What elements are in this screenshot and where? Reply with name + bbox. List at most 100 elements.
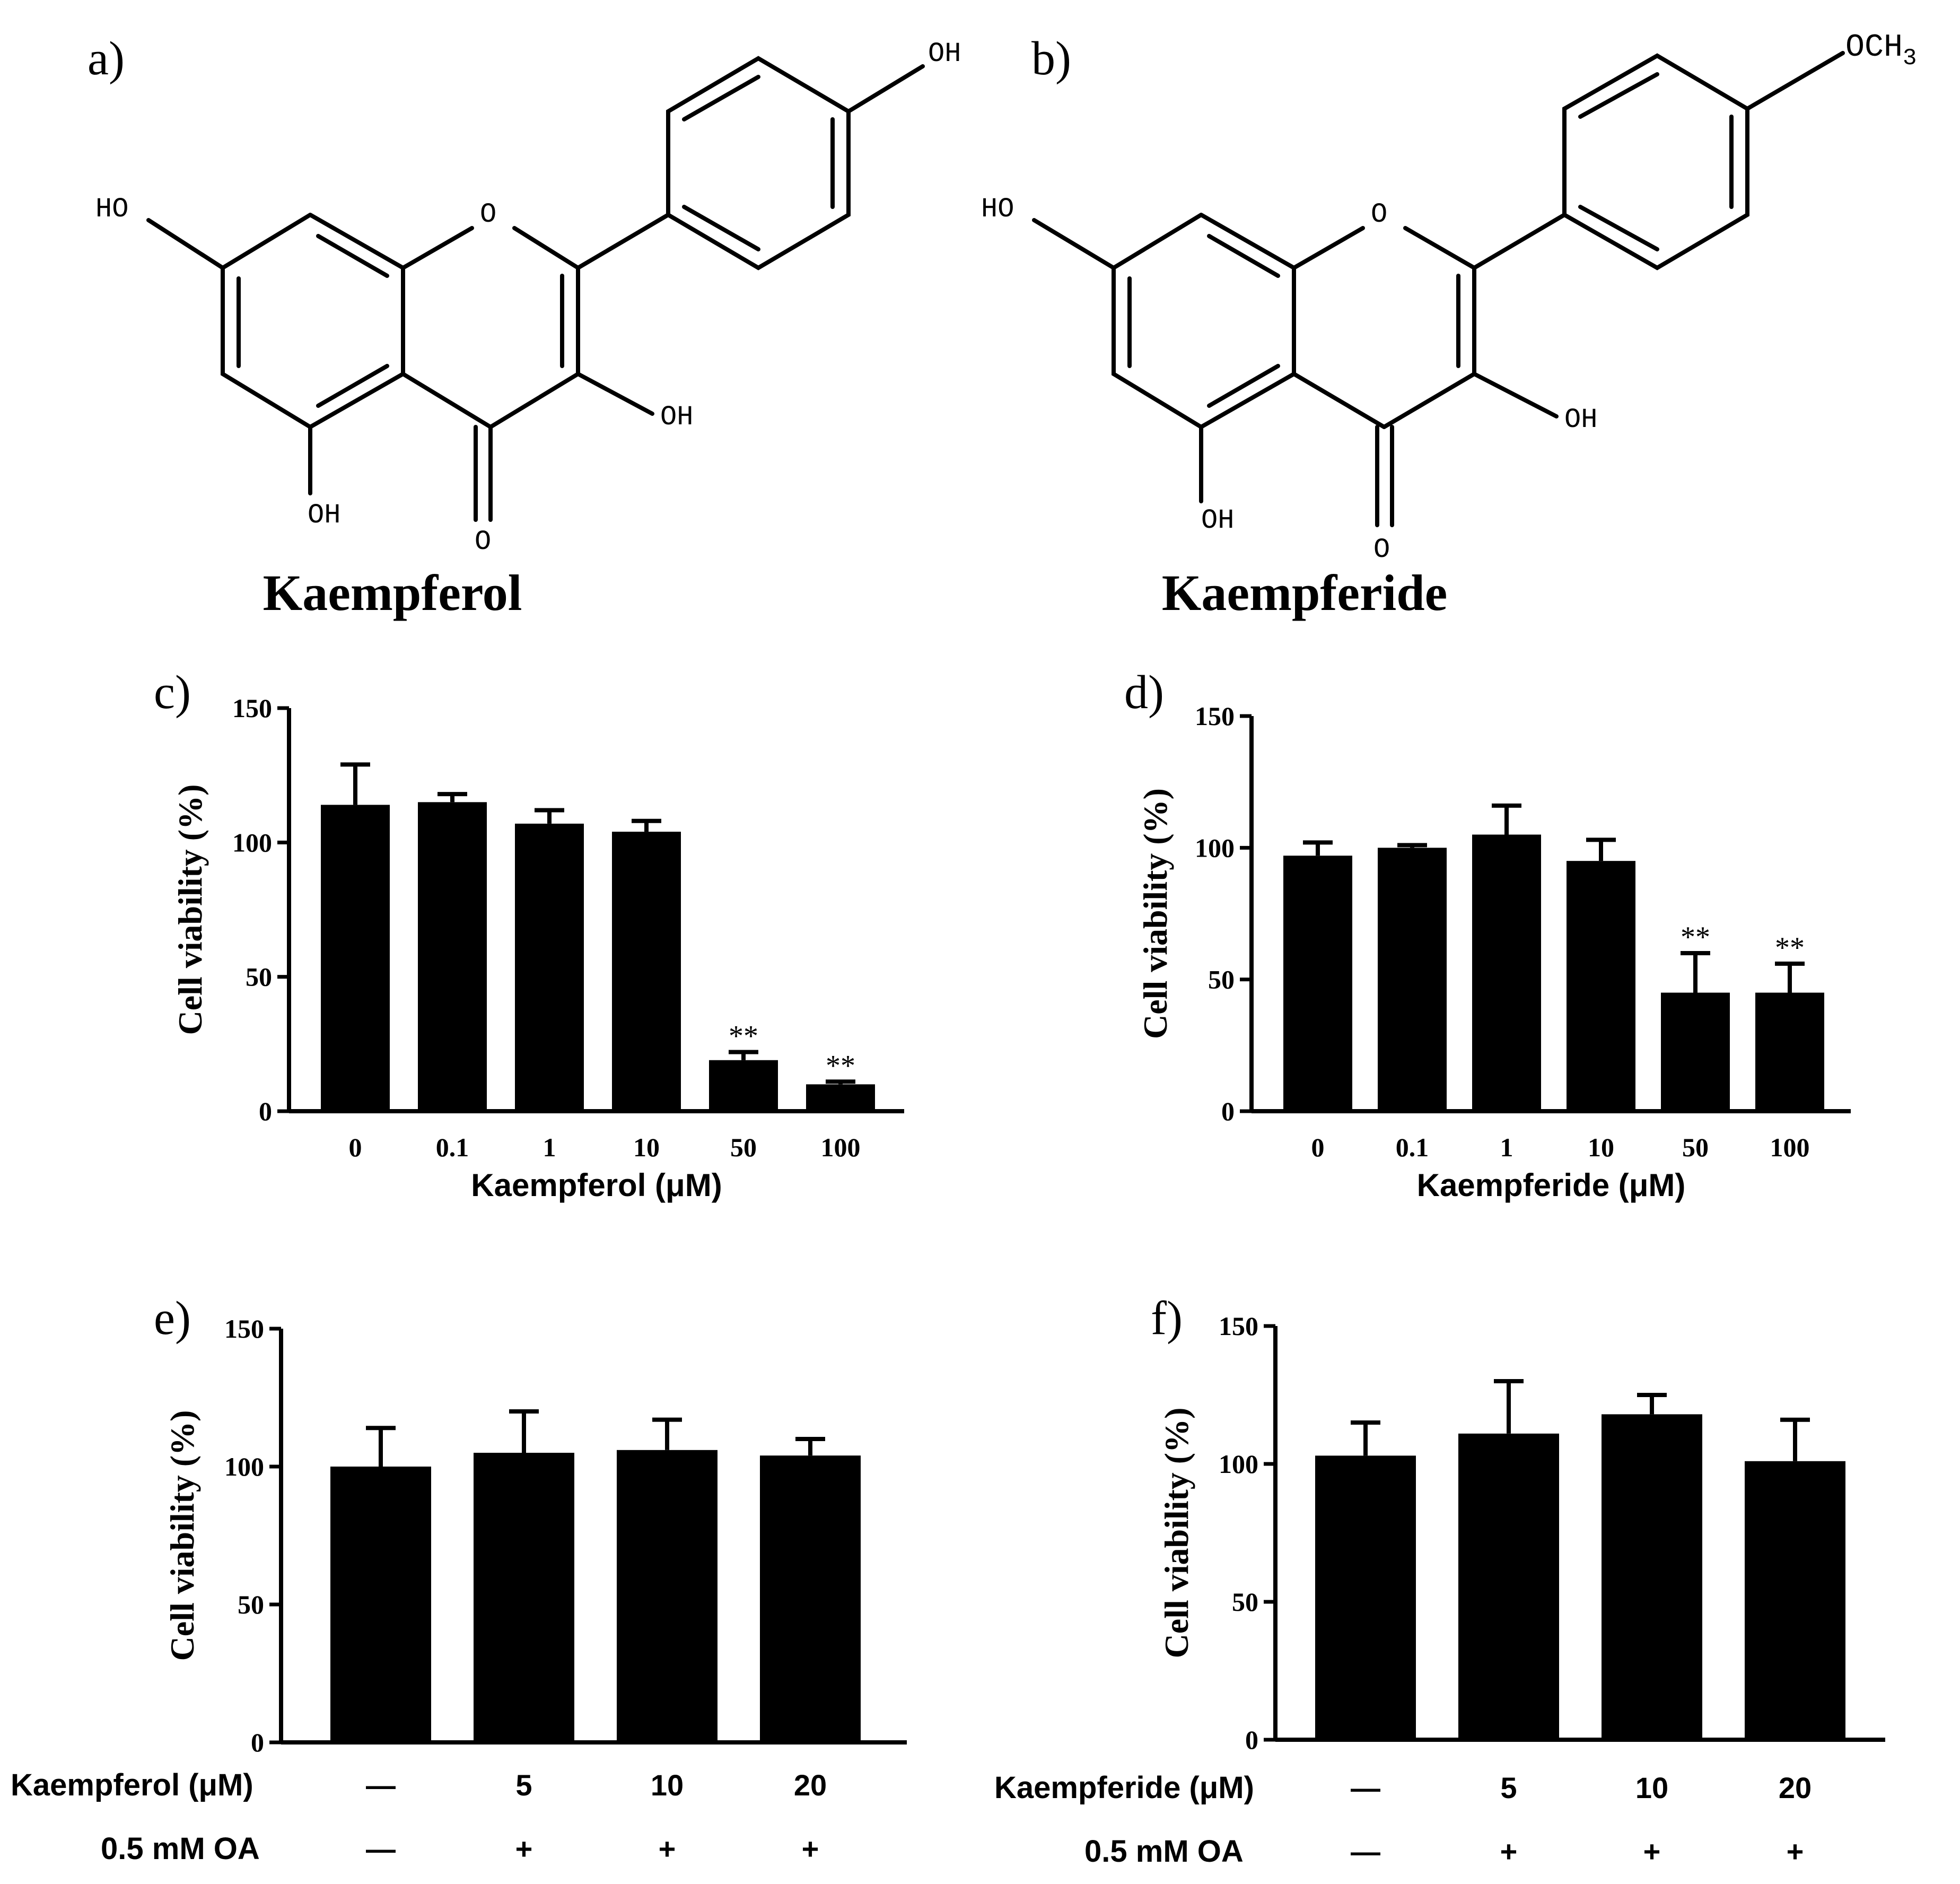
row-label-oa: 0.5 mM OA (101, 1831, 260, 1866)
bar (617, 1450, 718, 1742)
bar (1567, 861, 1635, 1111)
bar (1378, 848, 1447, 1111)
bar (1315, 1455, 1416, 1740)
bar (1661, 992, 1730, 1111)
oa-label: — (366, 1832, 396, 1865)
compound-name-kaempferide: Kaempferide (1162, 564, 1448, 621)
y-axis-label: Cell viability (%) (163, 1410, 201, 1661)
significance-mark: ** (1681, 921, 1710, 954)
bar (1458, 1433, 1559, 1740)
y-tick-label: 0 (1221, 1096, 1235, 1126)
bar (1745, 1461, 1845, 1740)
bar (330, 1467, 431, 1742)
y-tick-label: 0 (1245, 1725, 1258, 1755)
category-label: 20 (1779, 1771, 1812, 1804)
category-label: 20 (794, 1768, 827, 1802)
y-tick-label: 50 (1232, 1587, 1258, 1617)
y-tick-label: 100 (1219, 1449, 1258, 1479)
panel-letter-a: a) (88, 32, 125, 85)
category-label: 100 (821, 1132, 861, 1162)
y-tick-label: 50 (1208, 965, 1235, 995)
y-axis-label: Cell viability (%) (1158, 1408, 1195, 1659)
atom-o-ring: O (1371, 199, 1387, 230)
panel-letter-f: f) (1151, 1292, 1183, 1345)
row-label-oa: 0.5 mM OA (1084, 1834, 1244, 1869)
compound-name-kaempferol: Kaempferol (263, 564, 522, 621)
category-label: 10 (651, 1768, 684, 1802)
chart-d: 0 50 100 150 Cell viability (%) 0 0.1 1 10 ** 50 **… (1136, 701, 1851, 1203)
category-label: 0.1 (436, 1132, 469, 1162)
panel-letter-d: d) (1124, 666, 1164, 719)
panel-letter-b: b) (1031, 32, 1071, 85)
chart-f: 0 50 100 150 Cell viability (%) — — 5 +10 +20 + Kae… (994, 1311, 1885, 1869)
category-label: 5 (515, 1768, 532, 1802)
category-label: 50 (1682, 1132, 1709, 1162)
category-label: 10 (1588, 1132, 1614, 1162)
bar (418, 802, 487, 1111)
y-axis-label: Cell viability (%) (1136, 788, 1174, 1039)
kaempferide-structure (1032, 51, 1845, 527)
y-tick-label: 100 (1195, 833, 1235, 862)
bar (1283, 856, 1352, 1111)
atom-o-keto: O (1373, 534, 1390, 565)
y-tick-label: 50 (238, 1590, 264, 1619)
category-label: 10 (1635, 1771, 1668, 1804)
chart-c: 0 50 100 150 Cell viability (%) 0 0.1 1 10 ** 50 **… (171, 693, 904, 1203)
oa-label: + (1643, 1835, 1661, 1868)
y-tick-label: 100 (224, 1452, 264, 1481)
oa-label: + (515, 1832, 533, 1865)
bar (709, 1060, 778, 1111)
atom-oh-5: OH (1201, 505, 1234, 536)
y-tick-label: 150 (1219, 1311, 1258, 1341)
atom-och3: OCH3 (1845, 30, 1917, 72)
y-tick-label: 150 (224, 1314, 264, 1344)
bar (1472, 834, 1541, 1111)
row-label-dose: Kaempferol (μM) (11, 1768, 253, 1802)
y-axis-label: Cell viability (%) (171, 784, 209, 1035)
panel-letter-e: e) (154, 1292, 191, 1345)
bar (515, 823, 584, 1111)
bar (612, 832, 681, 1111)
y-tick-label: 150 (1195, 701, 1235, 731)
atom-oh-3: OH (1564, 404, 1597, 435)
significance-mark: ** (729, 1020, 758, 1053)
atom-oh-4p: OH (928, 38, 961, 69)
significance-mark: ** (826, 1049, 855, 1082)
bar (760, 1455, 861, 1742)
category-label: 1 (543, 1132, 556, 1162)
oa-label: + (659, 1832, 676, 1865)
atom-ho-7: HO (95, 194, 128, 225)
atom-oh-5: OH (308, 500, 340, 531)
y-tick-label: 0 (259, 1096, 272, 1126)
x-axis-label: Kaempferol (μM) (471, 1167, 722, 1203)
category-label: 5 (1500, 1771, 1517, 1804)
category-label: 1 (1500, 1132, 1513, 1162)
x-axis-label: Kaempferide (μM) (1417, 1167, 1686, 1203)
atom-o-keto: O (475, 526, 491, 557)
panel-a: a) H (88, 32, 961, 621)
panel-b: b) HO O OCH3 O (981, 30, 1917, 621)
bar (1755, 992, 1824, 1111)
category-label: 50 (730, 1132, 757, 1162)
category-label: — (366, 1768, 396, 1802)
y-tick-label: 100 (232, 827, 272, 857)
oa-label: + (802, 1832, 819, 1865)
bar (806, 1084, 875, 1111)
kaempferol-structure (146, 56, 925, 522)
oa-label: — (1351, 1835, 1380, 1868)
oa-label: + (1787, 1835, 1804, 1868)
category-label: 0 (1311, 1132, 1325, 1162)
chart-e: 0 50 100 150 Cell viability (%) — — 5 +10 +20 + Kae… (11, 1314, 907, 1866)
category-label: 0.1 (1396, 1132, 1429, 1162)
bar (1602, 1414, 1702, 1740)
bar (321, 805, 390, 1111)
oa-label: + (1500, 1835, 1518, 1868)
atom-oh-3: OH (660, 402, 693, 433)
category-label: 100 (1770, 1132, 1810, 1162)
atom-o-ring: O (480, 199, 496, 230)
y-tick-label: 150 (232, 693, 272, 723)
y-tick-label: 50 (246, 962, 272, 992)
row-label-dose: Kaempferide (μM) (994, 1770, 1254, 1805)
